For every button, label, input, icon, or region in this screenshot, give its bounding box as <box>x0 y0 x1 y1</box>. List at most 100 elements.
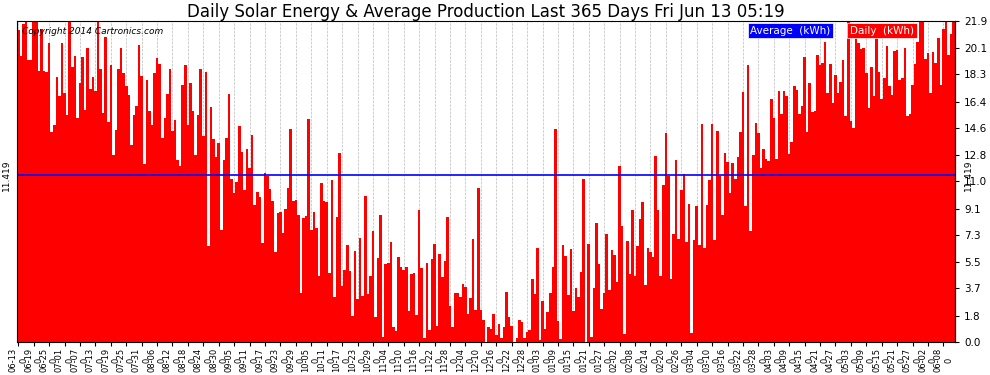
Bar <box>639 219 642 342</box>
Bar <box>608 290 611 342</box>
Bar <box>909 114 911 342</box>
Bar <box>400 267 403 342</box>
Bar <box>680 190 682 342</box>
Bar <box>302 217 305 342</box>
Bar <box>351 316 353 342</box>
Bar <box>785 96 788 342</box>
Bar <box>521 321 524 342</box>
Bar <box>358 237 361 342</box>
Bar <box>732 163 734 342</box>
Bar <box>947 55 949 342</box>
Bar <box>434 244 436 342</box>
Bar <box>348 271 351 342</box>
Bar <box>932 53 935 342</box>
Bar <box>621 226 624 342</box>
Bar <box>767 160 770 342</box>
Bar <box>397 257 400 342</box>
Bar <box>546 312 548 342</box>
Bar <box>775 159 777 342</box>
Bar <box>922 20 924 342</box>
Bar <box>611 250 613 342</box>
Bar <box>770 99 772 342</box>
Bar <box>765 159 767 342</box>
Bar <box>236 182 238 342</box>
Bar <box>829 64 832 342</box>
Bar <box>577 297 580 342</box>
Bar <box>225 138 228 342</box>
Bar <box>719 176 721 342</box>
Bar <box>952 22 955 342</box>
Bar <box>651 257 654 342</box>
Bar <box>537 248 539 342</box>
Bar <box>250 135 253 342</box>
Bar <box>551 267 554 342</box>
Bar <box>320 183 323 342</box>
Bar <box>677 239 680 342</box>
Bar <box>130 145 133 342</box>
Bar <box>269 189 271 342</box>
Bar <box>816 55 819 342</box>
Bar <box>387 262 390 342</box>
Bar <box>548 292 551 342</box>
Bar <box>780 114 783 342</box>
Bar <box>777 91 780 342</box>
Bar <box>141 76 143 342</box>
Bar <box>935 63 937 342</box>
Bar <box>888 86 891 342</box>
Bar <box>572 311 574 342</box>
Bar <box>911 85 914 342</box>
Bar <box>138 45 141 342</box>
Bar <box>41 29 43 342</box>
Bar <box>917 42 919 342</box>
Bar <box>374 317 377 342</box>
Bar <box>893 51 896 342</box>
Bar <box>207 246 210 342</box>
Bar <box>857 44 860 342</box>
Bar <box>500 338 503 342</box>
Bar <box>426 262 428 342</box>
Bar <box>81 57 84 342</box>
Bar <box>724 153 727 342</box>
Bar <box>811 112 814 342</box>
Bar <box>842 60 844 342</box>
Bar <box>128 95 130 342</box>
Bar <box>629 274 632 342</box>
Bar <box>492 314 495 342</box>
Bar <box>469 298 472 342</box>
Bar <box>33 20 35 342</box>
Bar <box>308 119 310 342</box>
Bar <box>790 141 793 342</box>
Bar <box>593 288 595 342</box>
Bar <box>574 288 577 342</box>
Bar <box>441 277 444 342</box>
Bar <box>274 252 276 342</box>
Bar <box>554 129 556 342</box>
Bar <box>798 114 801 342</box>
Bar <box>667 176 669 342</box>
Bar <box>924 59 927 342</box>
Bar <box>649 252 651 342</box>
Bar <box>490 329 492 342</box>
Bar <box>323 201 326 342</box>
Bar <box>60 42 63 342</box>
Bar <box>344 270 346 342</box>
Bar <box>50 132 53 342</box>
Bar <box>759 168 762 342</box>
Bar <box>711 124 714 342</box>
Bar <box>66 115 68 342</box>
Bar <box>840 82 842 342</box>
Bar <box>328 273 331 342</box>
Bar <box>35 20 38 342</box>
Bar <box>854 30 857 342</box>
Bar <box>539 340 542 342</box>
Bar <box>729 192 732 342</box>
Bar <box>313 212 315 342</box>
Bar <box>664 133 667 342</box>
Bar <box>20 56 22 342</box>
Bar <box>297 216 300 342</box>
Bar <box>783 91 785 342</box>
Bar <box>727 162 729 342</box>
Bar <box>231 178 233 342</box>
Bar <box>228 94 231 342</box>
Bar <box>662 185 664 342</box>
